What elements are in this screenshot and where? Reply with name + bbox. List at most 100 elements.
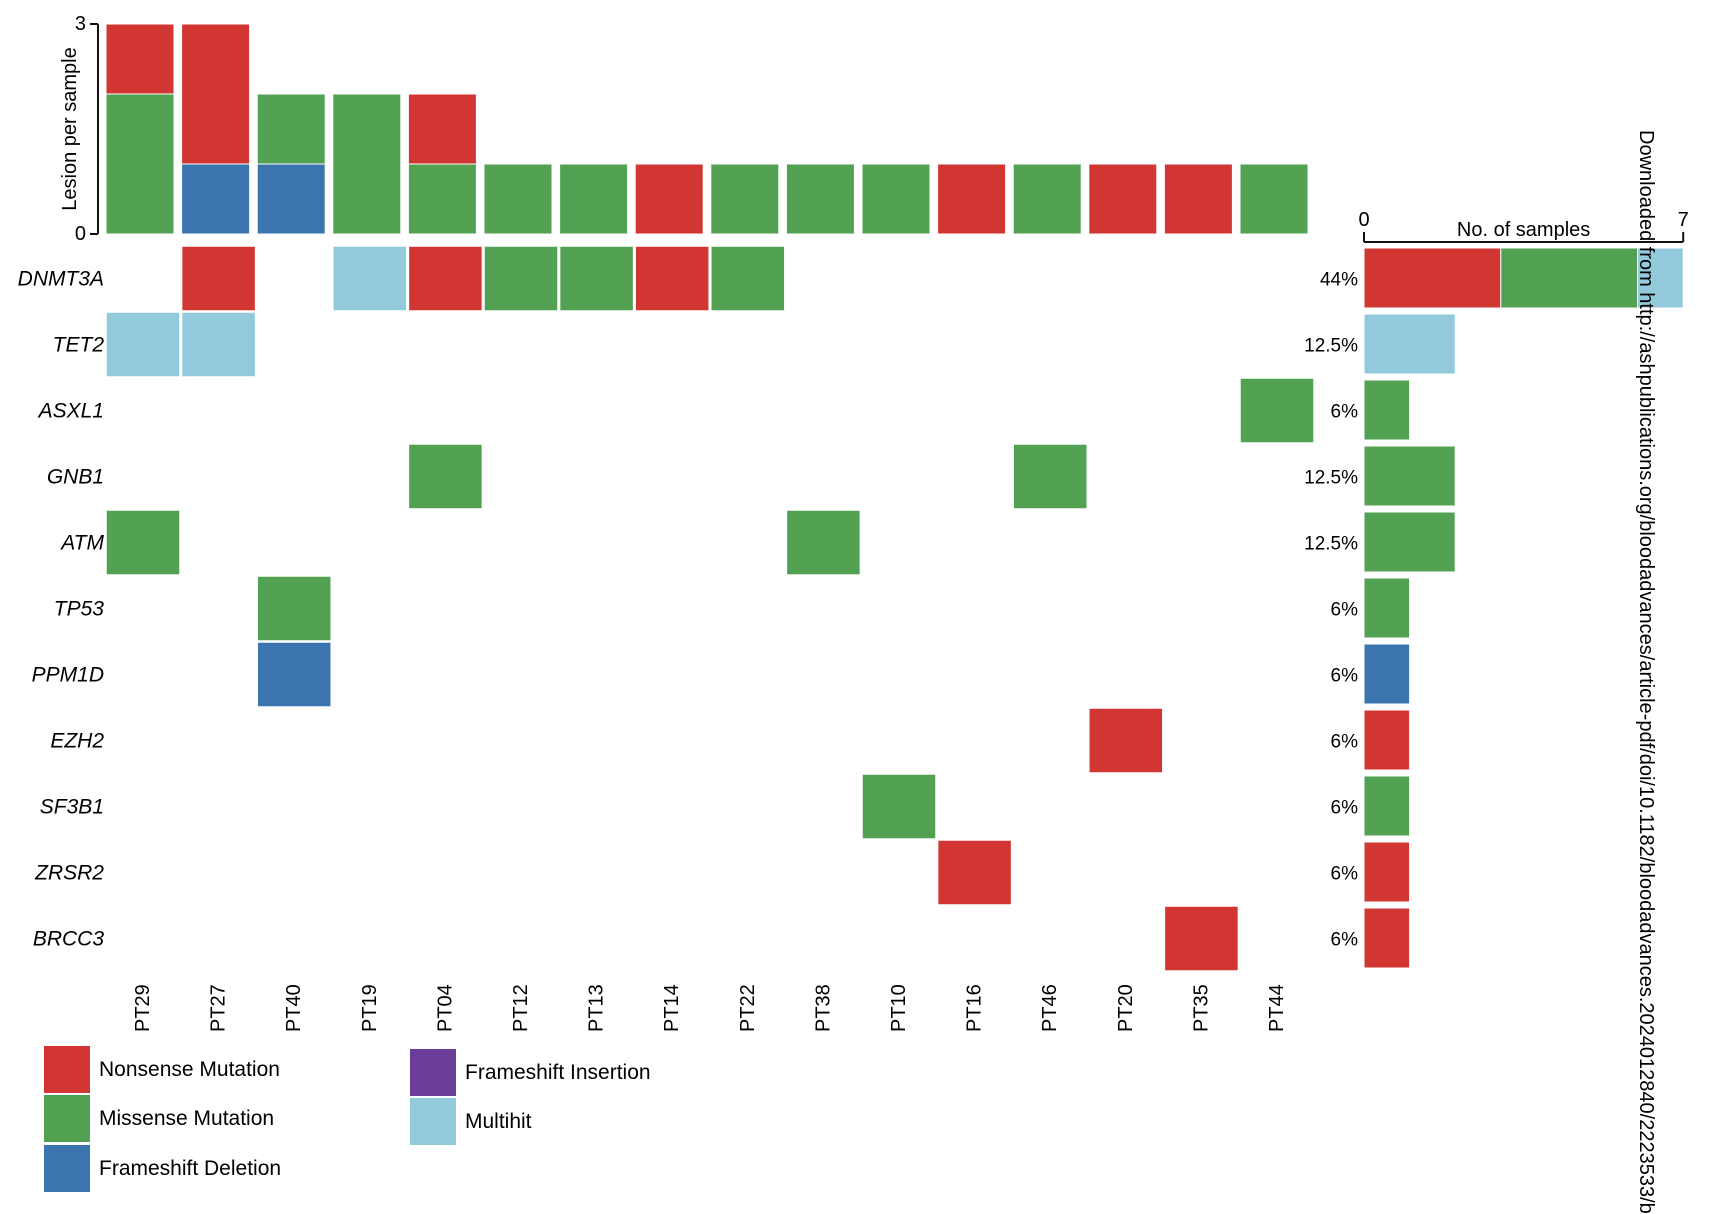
- legend-swatch-frameshift_ins: [410, 1049, 456, 1096]
- y-axis-title: Lesion per sample: [59, 47, 81, 210]
- legend-swatch-multihit: [410, 1098, 456, 1145]
- lesion-bar-pt20-nonsense: [1088, 163, 1158, 235]
- cell-atm-pt29: [105, 509, 181, 576]
- side-bar-sf3b1-missense: [1363, 775, 1411, 837]
- side-tick-label: 0: [1358, 209, 1369, 231]
- sample-label-pt10: PT10: [888, 984, 910, 1032]
- lesion-bar-pt38-missense: [785, 163, 855, 235]
- sample-label-pt29: PT29: [132, 984, 154, 1032]
- lesion-bar-pt10-missense: [861, 163, 931, 235]
- lesion-bar-pt40-frameshift_del: [256, 163, 326, 235]
- side-bar-atm-missense: [1363, 511, 1456, 573]
- gene-label-sf3b1: SF3B1: [40, 796, 104, 819]
- lesion-bar-pt29-missense: [105, 93, 175, 235]
- side-axis-title: No. of samples: [1457, 219, 1590, 241]
- sample-label-pt20: PT20: [1115, 984, 1137, 1032]
- lesion-bar-pt35-nonsense: [1163, 163, 1233, 235]
- cell-dnmt3a-pt12: [483, 245, 559, 312]
- lesion-bar-pt14-nonsense: [634, 163, 704, 235]
- side-bar-ppm1d-frameshift_del: [1363, 643, 1411, 705]
- gene-label-brcc3: BRCC3: [33, 928, 105, 951]
- gene-label-dnmt3a: DNMT3A: [18, 268, 104, 291]
- side-bar-gnb1-missense: [1363, 445, 1456, 507]
- cell-dnmt3a-pt22: [710, 245, 786, 312]
- sample-label-pt19: PT19: [359, 984, 381, 1032]
- cell-gnb1-pt46: [1012, 443, 1088, 510]
- legend-label-frameshift_ins: Frameshift Insertion: [465, 1061, 651, 1084]
- lesion-bar-pt27-frameshift_del: [181, 163, 251, 235]
- side-tick-label: 7: [1678, 209, 1689, 231]
- legend-swatch-missense: [44, 1095, 90, 1142]
- pct-label-brcc3: 6%: [1331, 930, 1359, 951]
- cell-ppm1d-pt40: [256, 641, 332, 708]
- percentage-labels: 44% 12.5% 6% 12.5% 12.5% 6% 6% 6% 6% 6% 6%: [1304, 270, 1358, 951]
- sample-label-pt12: PT12: [510, 984, 532, 1032]
- lesion-bar-pt16-nonsense: [937, 163, 1007, 235]
- cell-sf3b1-pt10: [861, 773, 937, 840]
- cell-brcc3-pt35: [1163, 905, 1240, 972]
- cell-gnb1-pt04: [407, 443, 484, 510]
- gene-label-ezh2: EZH2: [50, 730, 104, 753]
- cell-dnmt3a-pt13: [558, 245, 635, 312]
- legend-label-multihit: Multihit: [465, 1110, 532, 1133]
- cell-tet2-pt27: [180, 311, 257, 378]
- lesion-bar-pt04-nonsense: [407, 93, 477, 165]
- side-bar-tet2-multihit: [1363, 313, 1456, 375]
- pct-label-atm: 12.5%: [1304, 534, 1358, 555]
- pct-label-ppm1d: 6%: [1331, 666, 1359, 687]
- side-bar-ezh2-nonsense: [1363, 709, 1411, 771]
- legend-label-missense: Missense Mutation: [99, 1107, 274, 1130]
- lesion-bar-pt04-missense: [407, 163, 477, 235]
- lesion-bar-pt22-missense: [710, 163, 780, 235]
- lesion-bar-pt27-nonsense: [181, 23, 251, 165]
- lesion-bar-pt40-missense: [256, 93, 326, 165]
- pct-label-zrsr2: 6%: [1331, 864, 1359, 885]
- sample-labels: PT29 PT27 PT40 PT19 PT04 PT12 PT13 PT14 PT22 PT38…: [132, 984, 1288, 1032]
- cell-asxl1-pt44: [1239, 377, 1315, 444]
- cell-dnmt3a-pt04: [407, 245, 484, 312]
- pct-label-asxl1: 6%: [1331, 402, 1359, 423]
- sample-label-pt44: PT44: [1266, 984, 1288, 1032]
- lesion-bar-pt12-missense: [483, 163, 553, 235]
- mutation-matrix: [105, 245, 1315, 972]
- watermark-text: Downloaded from http://ashpublications.o…: [1635, 130, 1657, 1214]
- legend-label-frameshift_del: Frameshift Deletion: [99, 1157, 281, 1180]
- sample-label-pt40: PT40: [283, 984, 305, 1032]
- pct-label-sf3b1: 6%: [1331, 798, 1359, 819]
- y-tick-label: 0: [75, 223, 86, 245]
- pct-label-dnmt3a: 44%: [1320, 270, 1358, 291]
- cell-dnmt3a-pt27: [180, 245, 257, 312]
- sample-label-pt27: PT27: [208, 984, 230, 1032]
- side-bar-dnmt3a-multihit: [1637, 247, 1684, 309]
- gene-label-asxl1: ASXL1: [37, 400, 104, 423]
- pct-label-tet2: 12.5%: [1304, 336, 1358, 357]
- pct-label-tp53: 6%: [1331, 600, 1359, 621]
- gene-label-atm: ATM: [59, 532, 104, 555]
- gene-label-gnb1: GNB1: [47, 466, 104, 489]
- sample-label-pt16: PT16: [964, 984, 986, 1032]
- side-x-axis: 0 7 No. of samples: [1358, 209, 1689, 243]
- watermark: Downloaded from http://ashpublications.o…: [1635, 130, 1657, 1214]
- sample-label-pt14: PT14: [661, 984, 683, 1032]
- lesion-bar-pt46-missense: [1012, 163, 1082, 235]
- cell-ezh2-pt20: [1088, 707, 1164, 774]
- cell-tet2-pt29: [105, 311, 181, 378]
- lesion-bar-pt29-nonsense: [105, 23, 175, 95]
- sample-label-pt13: PT13: [586, 984, 608, 1032]
- gene-label-tp53: TP53: [54, 598, 105, 621]
- side-bar-dnmt3a-missense: [1500, 247, 1639, 309]
- side-bar-brcc3-nonsense: [1363, 907, 1411, 969]
- sample-label-pt46: PT46: [1039, 984, 1061, 1032]
- cell-dnmt3a-pt14: [634, 245, 710, 312]
- lesion-bar-pt13-missense: [559, 163, 629, 235]
- side-bar-asxl1-missense: [1363, 379, 1411, 441]
- gene-labels: DNMT3A TET2 ASXL1 GNB1 ATM TP53 PPM1D EZH2 SF3B1…: [18, 268, 105, 951]
- lesion-bar-pt44-missense: [1239, 163, 1309, 235]
- top-y-axis: 0 3 Lesion per sample: [59, 13, 99, 245]
- lesion-bar-pt19-missense: [332, 93, 402, 235]
- legend-swatch-nonsense: [44, 1046, 90, 1093]
- cell-dnmt3a-pt19: [332, 245, 408, 312]
- sample-label-pt35: PT35: [1190, 984, 1212, 1032]
- gene-label-ppm1d: PPM1D: [32, 664, 104, 687]
